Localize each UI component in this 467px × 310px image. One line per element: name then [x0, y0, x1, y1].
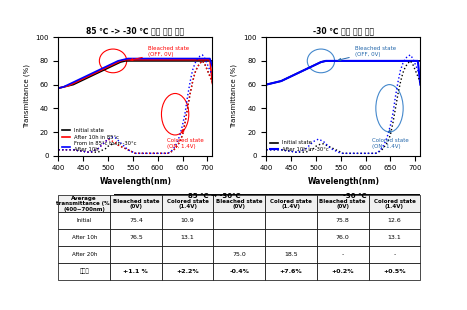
- Text: Colored state
(ON, 1.4V): Colored state (ON, 1.4V): [167, 130, 204, 149]
- After 10h in 85°c: [123, 58, 128, 62]
- Text: -30 ℃: -30 ℃: [343, 193, 367, 199]
- Initial state: [417, 59, 423, 63]
- After 10h in -30°c: [343, 59, 348, 63]
- From in 85°c to in -30°c
After 10h: [207, 57, 212, 60]
- Line: After 10h in 85°c: After 10h in 85°c: [58, 60, 212, 88]
- From in 85°c to in -30°c
After 10h: [210, 65, 215, 69]
- After 10h in -30°c: [323, 59, 329, 63]
- From in 85°c to in -30°c
After 10h: [56, 86, 61, 90]
- Text: Bleached state
(OFF, 0V): Bleached state (OFF, 0V): [131, 46, 189, 61]
- Initial state: [415, 59, 421, 63]
- Initial state: [263, 83, 269, 86]
- Title: -30 ℃ 에서 상태 변화: -30 ℃ 에서 상태 변화: [313, 26, 374, 35]
- Text: Bleached state
(OFF, 0V): Bleached state (OFF, 0V): [339, 46, 396, 60]
- From in 85°c to in -30°c
After 10h: [165, 57, 170, 60]
- Initial state: [103, 67, 108, 71]
- After 10h in -30°c: [373, 59, 378, 63]
- After 10h in -30°c: [338, 59, 344, 63]
- After 10h in -30°c: [417, 83, 423, 86]
- After 10h in -30°c: [415, 59, 421, 63]
- After 10h in 85°c: [56, 86, 61, 90]
- Initial state: [165, 59, 170, 63]
- Initial state: [123, 59, 128, 63]
- Initial state: [130, 59, 136, 63]
- After 10h in -30°c: [306, 66, 311, 70]
- After 10h in -30°c: [263, 83, 269, 86]
- From in 85°c to in -30°c
After 10h: [135, 57, 141, 60]
- Line: After 10h in -30°c: After 10h in -30°c: [266, 61, 420, 85]
- Initial state: [343, 59, 348, 63]
- Text: 85 ℃ → -30℃: 85 ℃ → -30℃: [188, 193, 241, 199]
- After 10h in 85°c: [98, 69, 103, 72]
- After 10h in 85°c: [130, 58, 136, 62]
- After 10h in 85°c: [210, 82, 215, 85]
- Line: From in 85°c to in -30°c
After 10h: From in 85°c to in -30°c After 10h: [58, 59, 212, 88]
- After 10h in 85°c: [207, 58, 212, 62]
- Legend: Initial state, After 10h in 85°c, From in 85°c to in -30°c
After 10h: Initial state, After 10h in 85°c, From i…: [61, 127, 138, 153]
- Initial state: [306, 66, 311, 70]
- Initial state: [98, 70, 103, 73]
- Y-axis label: Transmittance (%): Transmittance (%): [231, 64, 238, 128]
- From in 85°c to in -30°c
After 10h: [98, 67, 103, 71]
- Initial state: [207, 59, 212, 63]
- Initial state: [56, 86, 61, 90]
- Initial state: [373, 59, 378, 63]
- X-axis label: Wavelength(nm): Wavelength(nm): [307, 177, 379, 186]
- Initial state: [338, 59, 344, 63]
- After 10h in 85°c: [135, 58, 141, 62]
- From in 85°c to in -30°c
After 10h: [130, 57, 136, 60]
- Line: Initial state: Initial state: [58, 61, 212, 88]
- Y-axis label: Transmittance (%): Transmittance (%): [23, 64, 29, 128]
- Title: 85 ℃ -> -30 ℃ 에서 상태 변화: 85 ℃ -> -30 ℃ 에서 상태 변화: [86, 26, 184, 35]
- Text: Colored state
(ON, 1.4V): Colored state (ON, 1.4V): [372, 130, 408, 149]
- Initial state: [135, 59, 141, 63]
- Initial state: [311, 64, 316, 68]
- Initial state: [323, 59, 329, 63]
- Initial state: [210, 59, 215, 63]
- Line: Initial state: Initial state: [266, 61, 420, 85]
- After 10h in 85°c: [103, 66, 108, 70]
- From in 85°c to in -30°c
After 10h: [125, 57, 131, 60]
- After 10h in -30°c: [311, 64, 316, 68]
- After 10h in 85°c: [165, 58, 170, 62]
- Legend: Initial state, After 10h in -30°c: Initial state, After 10h in -30°c: [269, 140, 330, 153]
- From in 85°c to in -30°c
After 10h: [103, 65, 108, 69]
- X-axis label: Wavelength(nm): Wavelength(nm): [99, 177, 171, 186]
